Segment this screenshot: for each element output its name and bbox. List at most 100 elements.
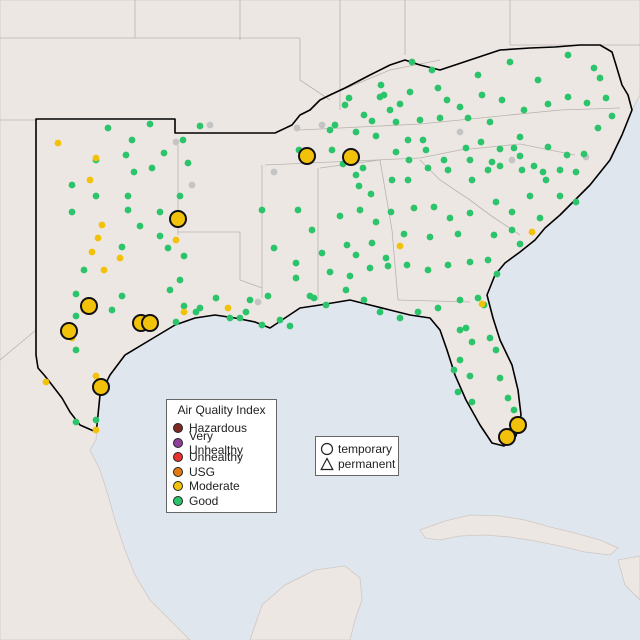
monitor-marker-good[interactable] <box>372 132 380 140</box>
monitor-marker-good[interactable] <box>108 306 116 314</box>
monitor-marker-good[interactable] <box>180 302 188 310</box>
monitor-marker-good[interactable] <box>376 93 384 101</box>
monitor-marker-good[interactable] <box>136 222 144 230</box>
monitor-marker-good[interactable] <box>270 244 278 252</box>
monitor-marker-good[interactable] <box>516 152 524 160</box>
monitor-marker-good[interactable] <box>539 168 547 176</box>
monitor-marker-good[interactable] <box>454 388 462 396</box>
monitor-marker-good[interactable] <box>388 176 396 184</box>
monitor-marker-good[interactable] <box>430 203 438 211</box>
monitor-marker-good[interactable] <box>542 176 550 184</box>
monitor-marker-good[interactable] <box>416 116 424 124</box>
monitor-marker-good[interactable] <box>352 251 360 259</box>
monitor-marker-good[interactable] <box>466 372 474 380</box>
monitor-marker-good[interactable] <box>468 338 476 346</box>
monitor-marker-good[interactable] <box>583 99 591 107</box>
monitor-marker-good[interactable] <box>556 192 564 200</box>
monitor-marker-good[interactable] <box>477 138 485 146</box>
monitor-marker-good[interactable] <box>326 126 334 134</box>
monitor-marker-good[interactable] <box>464 114 472 122</box>
monitor-marker-good[interactable] <box>292 274 300 282</box>
monitor-marker-good[interactable] <box>462 144 470 152</box>
monitor-marker-good[interactable] <box>286 322 294 330</box>
monitor-marker-good[interactable] <box>400 230 408 238</box>
monitor-marker-good[interactable] <box>68 181 76 189</box>
monitor-marker-good[interactable] <box>456 103 464 111</box>
monitor-marker-good[interactable] <box>308 226 316 234</box>
monitor-marker-good[interactable] <box>310 294 318 302</box>
monitor-marker-good[interactable] <box>436 114 444 122</box>
monitor-marker-good[interactable] <box>590 64 598 72</box>
monitor-marker-good[interactable] <box>474 71 482 79</box>
monitor-marker-moderate[interactable] <box>100 266 108 274</box>
monitor-marker-good[interactable] <box>404 136 412 144</box>
monitor-marker-good[interactable] <box>396 314 404 322</box>
monitor-marker-good[interactable] <box>478 91 486 99</box>
monitor-marker-good[interactable] <box>580 150 588 158</box>
monitor-marker-good[interactable] <box>104 124 112 132</box>
monitor-marker-moderate-temporary[interactable] <box>169 210 187 228</box>
monitor-marker-moderate[interactable] <box>86 176 94 184</box>
monitor-marker-good[interactable] <box>446 214 454 222</box>
monitor-marker-moderate-temporary[interactable] <box>498 428 516 446</box>
monitor-marker-moderate[interactable] <box>172 236 180 244</box>
monitor-marker-good[interactable] <box>486 118 494 126</box>
monitor-marker-good[interactable] <box>164 244 172 252</box>
monitor-marker-good[interactable] <box>72 346 80 354</box>
monitor-marker-good[interactable] <box>596 74 604 82</box>
monitor-marker-good[interactable] <box>404 176 412 184</box>
monitor-marker-good[interactable] <box>176 192 184 200</box>
monitor-marker-good[interactable] <box>372 218 380 226</box>
monitor-marker-no-data[interactable] <box>508 156 516 164</box>
monitor-marker-good[interactable] <box>172 318 180 326</box>
monitor-marker-moderate-temporary[interactable] <box>298 147 316 165</box>
monitor-marker-good[interactable] <box>536 214 544 222</box>
monitor-marker-moderate[interactable] <box>88 248 96 256</box>
monitor-marker-no-data[interactable] <box>172 138 180 146</box>
monitor-marker-good[interactable] <box>80 266 88 274</box>
monitor-marker-good[interactable] <box>444 261 452 269</box>
monitor-marker-good[interactable] <box>450 366 458 374</box>
monitor-marker-good[interactable] <box>456 356 464 364</box>
monitor-marker-good[interactable] <box>146 120 154 128</box>
monitor-marker-good[interactable] <box>474 294 482 302</box>
monitor-marker-good[interactable] <box>387 208 395 216</box>
monitor-marker-good[interactable] <box>443 96 451 104</box>
monitor-marker-no-data[interactable] <box>254 298 262 306</box>
monitor-marker-good[interactable] <box>276 316 284 324</box>
monitor-marker-good[interactable] <box>355 182 363 190</box>
monitor-marker-good[interactable] <box>556 166 564 174</box>
monitor-marker-good[interactable] <box>508 208 516 216</box>
monitor-marker-good[interactable] <box>434 84 442 92</box>
monitor-marker-good[interactable] <box>454 230 462 238</box>
monitor-marker-good[interactable] <box>408 58 416 66</box>
monitor-marker-moderate[interactable] <box>528 228 536 236</box>
monitor-marker-good[interactable] <box>345 94 353 102</box>
monitor-marker-good[interactable] <box>486 334 494 342</box>
monitor-marker-moderate[interactable] <box>42 378 50 386</box>
monitor-marker-good[interactable] <box>360 111 368 119</box>
monitor-marker-good[interactable] <box>492 346 500 354</box>
monitor-marker-good[interactable] <box>196 122 204 130</box>
monitor-marker-good[interactable] <box>392 148 400 156</box>
monitor-marker-good[interactable] <box>184 159 192 167</box>
monitor-marker-good[interactable] <box>403 261 411 269</box>
monitor-marker-moderate[interactable] <box>92 154 100 162</box>
monitor-marker-good[interactable] <box>510 144 518 152</box>
monitor-marker-good[interactable] <box>602 94 610 102</box>
monitor-marker-good[interactable] <box>382 254 390 262</box>
monitor-marker-good[interactable] <box>359 164 367 172</box>
monitor-marker-good[interactable] <box>148 164 156 172</box>
monitor-marker-good[interactable] <box>484 166 492 174</box>
monitor-marker-good[interactable] <box>504 394 512 402</box>
monitor-marker-good[interactable] <box>444 166 452 174</box>
monitor-marker-good[interactable] <box>492 198 500 206</box>
monitor-marker-good[interactable] <box>405 156 413 164</box>
monitor-marker-good[interactable] <box>572 198 580 206</box>
monitor-marker-no-data[interactable] <box>456 128 464 136</box>
monitor-marker-good[interactable] <box>118 243 126 251</box>
monitor-marker-good[interactable] <box>68 208 76 216</box>
monitor-markers[interactable] <box>42 51 616 446</box>
monitor-marker-moderate[interactable] <box>116 254 124 262</box>
